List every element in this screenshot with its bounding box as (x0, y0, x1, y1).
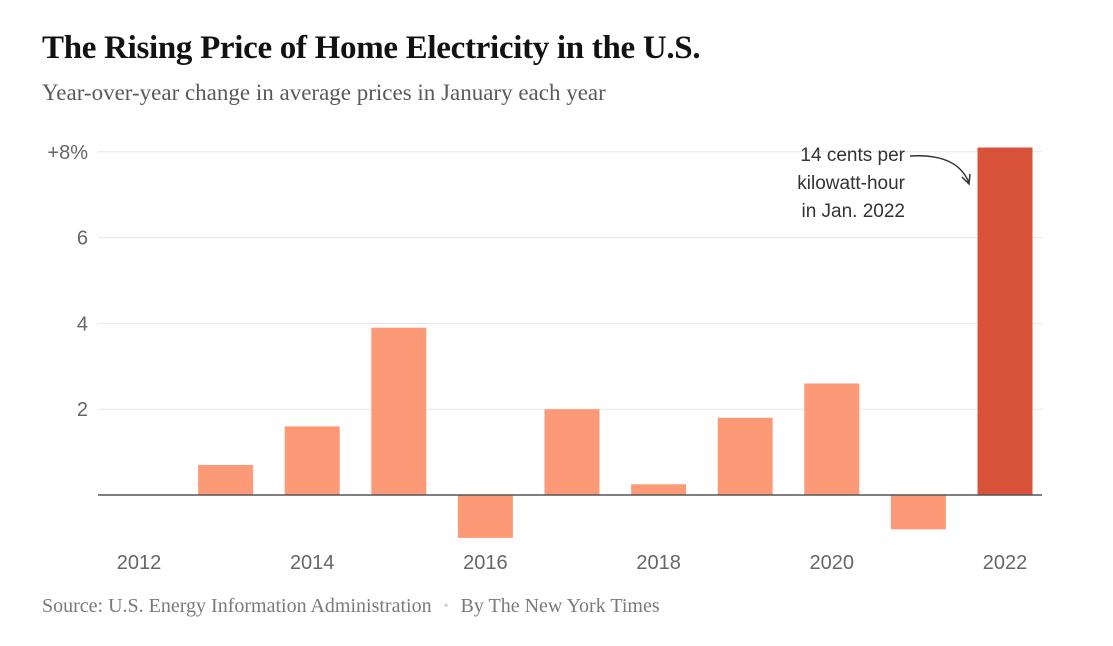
bar-2020 (804, 383, 860, 495)
annotation-line: kilowatt-hour (797, 173, 905, 194)
annotation-arrowhead (961, 173, 971, 186)
source-note: Source: U.S. Energy Information Administ… (42, 595, 432, 617)
y-tick-label: +8% (47, 142, 88, 164)
y-tick-label: 2 (77, 399, 88, 421)
annotation-line: in Jan. 2022 (801, 201, 905, 222)
x-tick-label: 2014 (290, 552, 335, 574)
y-tick-labels: +8% 6 4 2 (47, 142, 88, 421)
x-tick-label: 2018 (636, 552, 681, 574)
chart-subtitle: Year-over-year change in average prices … (42, 80, 606, 105)
annotation-arrow (909, 155, 970, 184)
chart-footer: Source: U.S. Energy Information Administ… (42, 595, 660, 618)
byline: By The New York Times (460, 595, 660, 617)
x-tick-labels: 2012 2014 2016 2018 2020 2022 (117, 552, 1028, 574)
bar-2015 (371, 327, 427, 495)
y-tick-label: 6 (77, 228, 88, 250)
bar-2019 (717, 417, 773, 495)
bar-2014 (284, 426, 340, 495)
footer-separator: • (443, 599, 449, 614)
bars (198, 147, 1033, 538)
bar-2022 (977, 147, 1033, 495)
annotation-line: 14 cents per (800, 145, 905, 166)
x-tick-label: 2012 (117, 552, 162, 574)
bar-2021 (890, 495, 946, 530)
bar-2018 (631, 484, 687, 495)
x-tick-label: 2020 (810, 552, 855, 574)
x-tick-label: 2016 (463, 552, 508, 574)
bar-2017 (544, 409, 600, 495)
annotation: 14 cents per kilowatt-hour in Jan. 2022 (797, 145, 971, 222)
y-tick-label: 4 (77, 313, 88, 335)
x-tick-label: 2022 (983, 552, 1028, 574)
bar-2013 (198, 464, 254, 495)
chart-title: The Rising Price of Home Electricity in … (42, 30, 701, 66)
bar-2016 (457, 495, 513, 538)
